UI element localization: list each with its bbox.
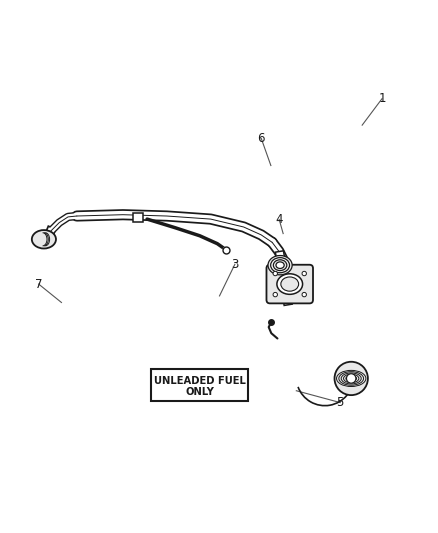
- Ellipse shape: [267, 255, 292, 275]
- Bar: [133, 213, 143, 222]
- Text: 7: 7: [35, 278, 42, 290]
- Text: 3: 3: [231, 258, 238, 271]
- Ellipse shape: [32, 230, 56, 248]
- Circle shape: [272, 293, 277, 297]
- Circle shape: [301, 293, 306, 297]
- Text: 1: 1: [377, 92, 385, 106]
- Ellipse shape: [273, 260, 286, 271]
- Circle shape: [272, 271, 277, 276]
- Text: 4: 4: [275, 213, 283, 226]
- Circle shape: [301, 271, 306, 276]
- Ellipse shape: [276, 274, 302, 294]
- Text: 5: 5: [336, 396, 343, 409]
- Circle shape: [334, 362, 367, 395]
- Text: 6: 6: [257, 132, 265, 145]
- Ellipse shape: [276, 262, 283, 269]
- Bar: [151, 369, 247, 401]
- Ellipse shape: [270, 257, 289, 273]
- Text: UNLEADED FUEL: UNLEADED FUEL: [153, 376, 245, 386]
- Circle shape: [346, 374, 355, 383]
- FancyBboxPatch shape: [266, 265, 312, 303]
- Ellipse shape: [280, 277, 298, 291]
- Text: ONLY: ONLY: [185, 387, 214, 397]
